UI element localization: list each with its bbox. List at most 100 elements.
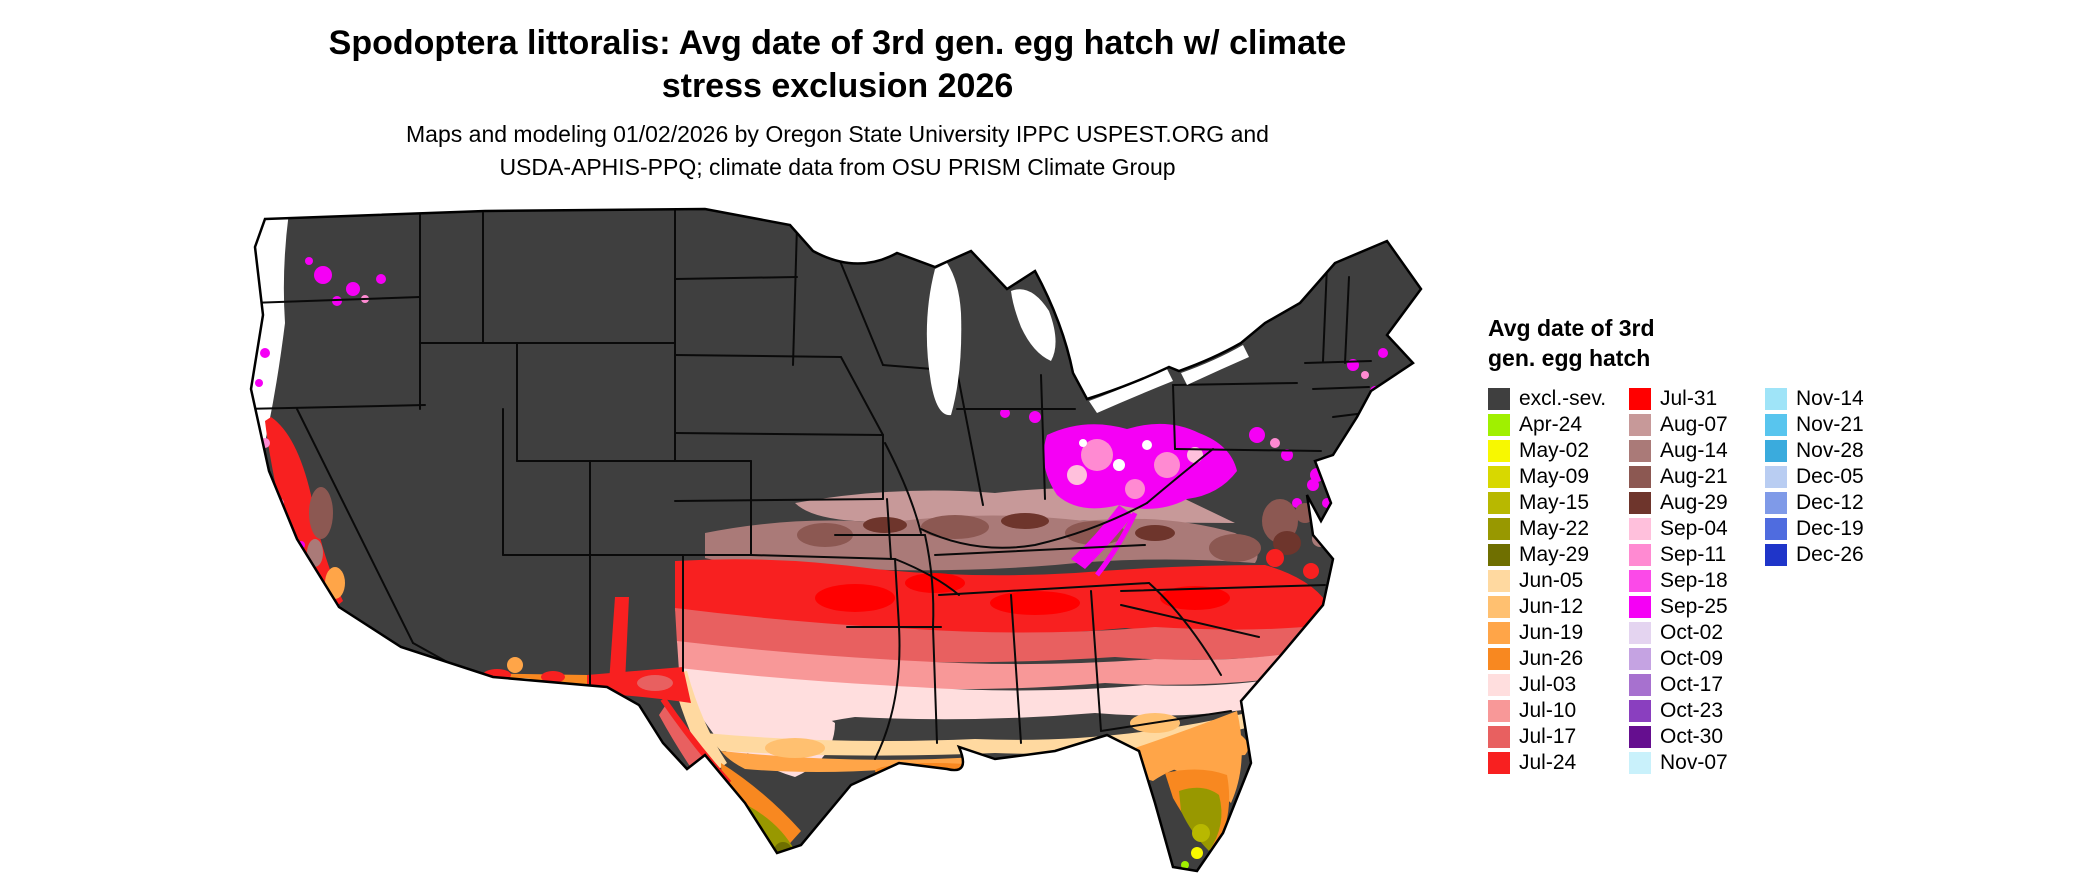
legend-entry: May-09 bbox=[1488, 464, 1629, 490]
legend-entry-label: Dec-26 bbox=[1796, 542, 1864, 566]
legend-swatch bbox=[1765, 543, 1787, 566]
legend-entry: Oct-30 bbox=[1629, 724, 1765, 750]
legend-entry: Dec-19 bbox=[1765, 516, 1915, 542]
legend-swatch bbox=[1488, 621, 1510, 644]
legend-swatch bbox=[1629, 699, 1651, 722]
legend-entry-label: Jun-12 bbox=[1519, 594, 1584, 618]
legend-entry-label: Oct-09 bbox=[1660, 646, 1724, 670]
page-subtitle: Maps and modeling 01/02/2026 by Oregon S… bbox=[240, 118, 1435, 185]
map-region-coral-band bbox=[677, 641, 1317, 690]
legend-swatch bbox=[1629, 621, 1651, 644]
legend-entry: Sep-25 bbox=[1629, 594, 1765, 620]
us-outline bbox=[249, 207, 1423, 873]
legend-entry: Apr-24 bbox=[1488, 412, 1629, 438]
legend-swatch bbox=[1765, 465, 1787, 488]
legend-entry-label: Jul-24 bbox=[1519, 750, 1577, 774]
legend-entry: Dec-26 bbox=[1765, 542, 1915, 568]
legend-entry-label: May-09 bbox=[1519, 464, 1590, 488]
legend-entry-label: Dec-12 bbox=[1796, 490, 1864, 514]
legend-entry: Nov-14 bbox=[1765, 386, 1915, 412]
legend-swatch bbox=[1488, 491, 1510, 514]
legend-columns: excl.-sev. Apr-24 May-02 May-09 May-15 May-22… bbox=[1488, 386, 2068, 776]
legend-title-line2: gen. egg hatch bbox=[1488, 344, 1651, 371]
legend-entry: Jun-05 bbox=[1488, 568, 1629, 594]
legend-entry: May-02 bbox=[1488, 438, 1629, 464]
legend-swatch bbox=[1629, 465, 1651, 488]
legend-title: Avg date of 3rd gen. egg hatch bbox=[1488, 314, 2068, 374]
legend-entry-label: May-02 bbox=[1519, 438, 1590, 462]
legend-entry-label: excl.-sev. bbox=[1519, 386, 1607, 410]
legend-entry-label: Nov-28 bbox=[1796, 438, 1864, 462]
map-region-magenta-washington bbox=[305, 257, 386, 306]
legend-entry-label: Sep-04 bbox=[1660, 516, 1728, 540]
legend-entry: Jul-31 bbox=[1629, 386, 1765, 412]
legend-entry-label: May-15 bbox=[1519, 490, 1590, 514]
page-subtitle-line2: USDA-APHIS-PPQ; climate data from OSU PR… bbox=[499, 154, 1176, 181]
legend-entry-label: Oct-23 bbox=[1660, 698, 1724, 722]
legend-swatch bbox=[1488, 699, 1510, 722]
legend-entry: Aug-14 bbox=[1629, 438, 1765, 464]
us-map-container bbox=[235, 203, 1463, 885]
legend-entry-label: Apr-24 bbox=[1519, 412, 1583, 436]
legend-swatch bbox=[1629, 569, 1651, 592]
legend-entry: Jul-17 bbox=[1488, 724, 1629, 750]
legend-entry-label: Nov-07 bbox=[1660, 750, 1728, 774]
legend-swatch bbox=[1488, 595, 1510, 618]
legend-swatch bbox=[1629, 543, 1651, 566]
legend-swatch bbox=[1488, 751, 1510, 774]
legend-column-3: Nov-14 Nov-21 Nov-28 Dec-05 Dec-12 Dec-19 Dec-… bbox=[1765, 386, 1915, 776]
legend-swatch bbox=[1765, 413, 1787, 436]
legend-swatch bbox=[1765, 439, 1787, 462]
legend-entry: Oct-17 bbox=[1629, 672, 1765, 698]
legend-entry: Sep-04 bbox=[1629, 516, 1765, 542]
lake-erie bbox=[1089, 369, 1173, 413]
legend-entry: Dec-05 bbox=[1765, 464, 1915, 490]
legend-entry-label: Aug-29 bbox=[1660, 490, 1728, 514]
legend-entry-label: Oct-17 bbox=[1660, 672, 1724, 696]
legend-swatch bbox=[1629, 491, 1651, 514]
legend-swatch bbox=[1488, 517, 1510, 540]
legend-entry-label: Aug-07 bbox=[1660, 412, 1728, 436]
legend-entry-label: Sep-18 bbox=[1660, 568, 1728, 592]
legend-entry-label: Dec-05 bbox=[1796, 464, 1864, 488]
page-title: Spodoptera littoralis: Avg date of 3rd g… bbox=[240, 22, 1435, 108]
legend-entry: Jun-12 bbox=[1488, 594, 1629, 620]
legend-entry: Nov-21 bbox=[1765, 412, 1915, 438]
legend-swatch bbox=[1629, 439, 1651, 462]
legend-entry: Oct-02 bbox=[1629, 620, 1765, 646]
lake-huron bbox=[1011, 289, 1056, 361]
legend-swatch bbox=[1629, 725, 1651, 748]
legend-entry: Dec-12 bbox=[1765, 490, 1915, 516]
page-title-line1: Spodoptera littoralis: Avg date of 3rd g… bbox=[328, 24, 1347, 62]
legend-entry: Sep-18 bbox=[1629, 568, 1765, 594]
map-region-olive-florida bbox=[1162, 787, 1222, 871]
state-borders bbox=[251, 210, 1372, 760]
legend-entry: Nov-28 bbox=[1765, 438, 1915, 464]
legend-entry-label: Jul-03 bbox=[1519, 672, 1577, 696]
legend-entry-label: May-29 bbox=[1519, 542, 1590, 566]
legend-entry-label: Oct-30 bbox=[1660, 724, 1724, 748]
legend-entry: Jul-10 bbox=[1488, 698, 1629, 724]
legend-entry-label: Jun-19 bbox=[1519, 620, 1584, 644]
legend-swatch bbox=[1765, 387, 1787, 410]
legend-entry: Jul-24 bbox=[1488, 750, 1629, 776]
legend-entry-label: Aug-14 bbox=[1660, 438, 1728, 462]
legend-swatch bbox=[1629, 517, 1651, 540]
legend-swatch bbox=[1765, 491, 1787, 514]
legend-swatch bbox=[1488, 439, 1510, 462]
legend-swatch bbox=[1629, 751, 1651, 774]
legend-entry: Aug-21 bbox=[1629, 464, 1765, 490]
legend-swatch bbox=[1488, 725, 1510, 748]
legend-entry-label: Jun-26 bbox=[1519, 646, 1584, 670]
map-region-palepink-band bbox=[679, 668, 1307, 763]
legend-entry-label: Aug-21 bbox=[1660, 464, 1728, 488]
lake-ontario bbox=[1181, 345, 1249, 385]
legend-swatch bbox=[1629, 595, 1651, 618]
legend-swatch bbox=[1488, 387, 1510, 410]
legend-swatch bbox=[1629, 647, 1651, 670]
legend-entry: Nov-07 bbox=[1629, 750, 1765, 776]
legend-swatch bbox=[1629, 673, 1651, 696]
legend-swatch bbox=[1488, 569, 1510, 592]
lake-michigan bbox=[926, 263, 962, 416]
legend-entry: Jun-19 bbox=[1488, 620, 1629, 646]
